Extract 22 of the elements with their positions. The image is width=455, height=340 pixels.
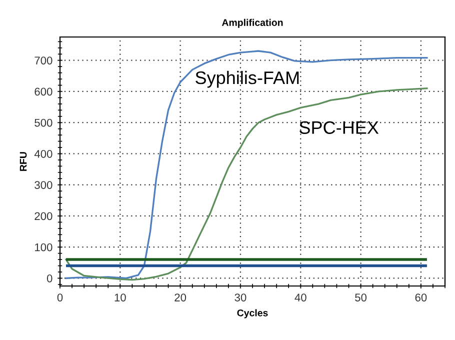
chart-title: Amplification xyxy=(222,18,283,28)
x-tick-label: 0 xyxy=(57,294,63,302)
y-tick-label: 600 xyxy=(34,88,52,96)
x-tick-label: 50 xyxy=(355,294,367,302)
x-axis-title: Cycles xyxy=(237,309,268,318)
x-tick-label: 40 xyxy=(294,294,306,302)
y-tick-label: 100 xyxy=(35,243,52,252)
y-tick-label: 300 xyxy=(34,181,52,189)
y-tick-label: 200 xyxy=(34,212,52,220)
y-tick-label: 400 xyxy=(34,150,52,158)
y-tick-label: 500 xyxy=(34,118,52,127)
x-tick-label: 30 xyxy=(234,294,246,302)
y-tick-label: 0 xyxy=(46,274,52,282)
y-tick-label: 700 xyxy=(34,56,52,64)
series-label: Syphilis-FAM xyxy=(196,70,299,88)
x-tick-label: 10 xyxy=(114,294,126,302)
series-label: SPC-HEX xyxy=(300,121,379,134)
x-tick-label: 20 xyxy=(174,294,186,302)
y-axis-title: RFU xyxy=(20,152,27,171)
line-series xyxy=(65,50,428,280)
line-series xyxy=(65,88,428,281)
x-tick-label: 60 xyxy=(415,294,427,302)
